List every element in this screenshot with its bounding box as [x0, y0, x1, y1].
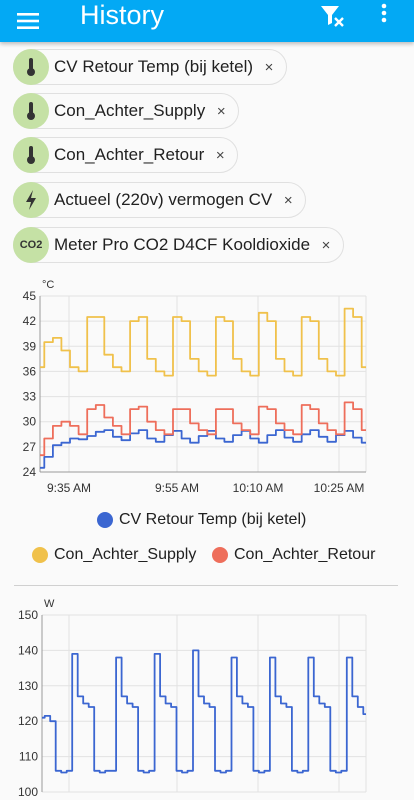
chip-label: Meter Pro CO2 D4CF Kooldioxide	[54, 235, 311, 254]
chip-label: CV Retour Temp (bij ketel)	[54, 57, 254, 76]
y-tick-label: 140	[18, 643, 38, 657]
y-tick-label: 36	[23, 364, 37, 378]
legend-swatch	[97, 512, 113, 528]
chip-actueel-vermogen-cv[interactable]: Actueel (220v) vermogen CV ×	[13, 182, 307, 218]
y-tick-label: 27	[23, 440, 37, 454]
chip-con-achter-supply[interactable]: Con_Achter_Supply ×	[13, 93, 240, 129]
y-tick-label: 120	[18, 714, 38, 728]
chip-cv-retour-temp[interactable]: CV Retour Temp (bij ketel) ×	[13, 49, 288, 85]
thermometer-icon	[13, 137, 49, 173]
x-tick-label: 9:35 AM	[47, 481, 91, 495]
legend-item-cv-retour-temp[interactable]: CV Retour Temp (bij ketel)	[97, 511, 306, 529]
y-tick-label: 24	[23, 465, 37, 479]
chip-label: Actueel (220v) vermogen CV	[54, 190, 273, 209]
y-tick-label: 42	[23, 314, 37, 328]
thermometer-icon	[13, 93, 49, 129]
chip-meter-pro-co2[interactable]: CO2 Meter Pro CO2 D4CF Kooldioxide ×	[13, 227, 345, 263]
co2-icon: CO2	[13, 227, 49, 263]
series-line-2	[40, 401, 366, 457]
y-tick-label: 30	[23, 415, 37, 429]
flash-icon	[13, 182, 49, 218]
y-tick-label: 130	[18, 679, 38, 693]
chip-remove-icon[interactable]: ×	[216, 102, 226, 120]
legend-item-con-achter-retour[interactable]: Con_Achter_Retour	[212, 546, 375, 564]
chip-remove-icon[interactable]: ×	[215, 146, 225, 164]
x-tick-label: 10:25 AM	[314, 481, 365, 495]
power-chart[interactable]: W 150 140 130 120 110 100	[0, 590, 414, 800]
series-line-0	[40, 429, 366, 469]
x-tick-label: 9:55 AM	[155, 481, 199, 495]
y-tick-label: 150	[18, 608, 38, 622]
y-axis-unit-label: °C	[42, 279, 54, 291]
chip-label: Con_Achter_Retour	[54, 145, 205, 164]
page-title: History	[80, 0, 165, 30]
y-tick-label: 100	[18, 785, 38, 799]
filter-remove-icon[interactable]	[318, 2, 346, 30]
legend-label: CV Retour Temp (bij ketel)	[119, 511, 307, 528]
chip-remove-icon[interactable]: ×	[283, 191, 293, 209]
y-tick-label: 39	[23, 339, 37, 353]
legend-item-con-achter-supply[interactable]: Con_Achter_Supply	[32, 546, 196, 564]
legend-label: Con_Achter_Supply	[54, 546, 197, 563]
chip-label: Con_Achter_Supply	[54, 101, 206, 120]
chip-con-achter-retour[interactable]: Con_Achter_Retour ×	[13, 137, 239, 173]
chip-remove-icon[interactable]: ×	[264, 58, 274, 76]
thermometer-icon	[13, 49, 49, 85]
menu-icon[interactable]	[16, 9, 40, 33]
series-line-1	[40, 307, 366, 377]
legend-label: Con_Achter_Retour	[234, 546, 376, 563]
y-tick-label: 33	[23, 390, 37, 404]
section-divider	[14, 585, 398, 586]
y-axis-unit-label: W	[44, 598, 55, 610]
temperature-chart[interactable]: °C 45 42 39 36 33 30 27 24 9:35 AM 9:55 AM 10:10 AM…	[0, 272, 414, 504]
x-tick-label: 10:10 AM	[233, 481, 284, 495]
y-tick-label: 45	[23, 289, 37, 303]
legend-swatch	[32, 547, 48, 563]
co2-icon-text: CO2	[19, 239, 43, 251]
app-bar: History	[0, 0, 414, 42]
chip-remove-icon[interactable]: ×	[321, 236, 331, 254]
more-vert-icon[interactable]	[372, 0, 396, 28]
legend-swatch	[212, 547, 228, 563]
y-tick-label: 110	[19, 750, 38, 764]
series-line-0	[42, 649, 366, 774]
